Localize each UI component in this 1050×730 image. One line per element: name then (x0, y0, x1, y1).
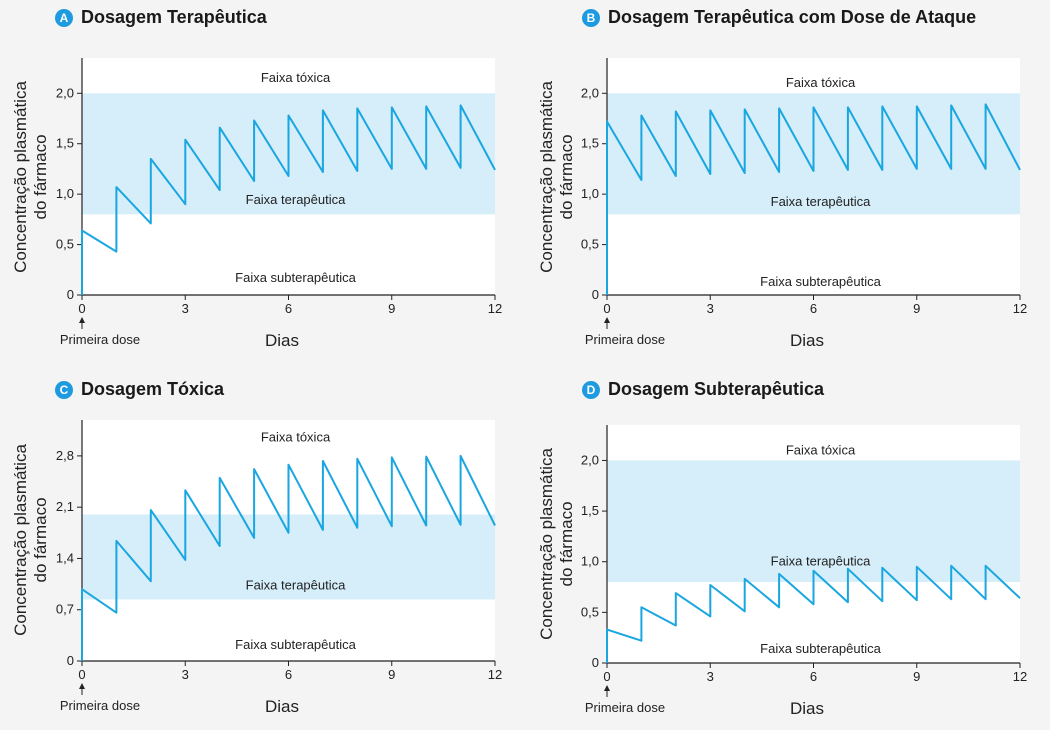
y-axis-label: Concentração plasmáticado fármaco (537, 81, 576, 273)
x-tick-label: 12 (1013, 301, 1027, 316)
y-tick-label: 1,0 (581, 554, 599, 569)
chart-panel-d: 0 0,5 1,0 1,5 2,0 0 3 6 9 12 Faixa tóxica Faixa ter… (537, 425, 1027, 718)
y-tick-label: 0 (67, 287, 74, 302)
y-tick-label: 1,5 (581, 136, 599, 151)
y-axis-label-line: do fármaco (31, 497, 50, 582)
badge-c: C (55, 380, 73, 399)
therapeutic-band (607, 460, 1020, 582)
x-tick-label: 3 (707, 301, 714, 316)
x-tick-label: 9 (913, 301, 920, 316)
first-dose-arrowhead (79, 683, 85, 689)
series-line (81, 454, 496, 661)
title-text-d: Dosagem Subterapêutica (608, 379, 825, 399)
x-tick-label: 6 (810, 301, 817, 316)
series-line (606, 564, 1021, 663)
series-line (81, 104, 496, 295)
band-label-subtherapeutic: Faixa subterapêutica (760, 641, 881, 656)
chart-panel-a: 0 0,5 1,0 1,5 2,0 0 3 6 9 12 Faixa tóxica Faixa ter… (11, 58, 502, 350)
title-text-c: Dosagem Tóxica (81, 379, 225, 399)
band-label-toxic: Faixa tóxica (786, 442, 856, 457)
band-label-toxic: Faixa tóxica (261, 430, 331, 445)
band-label-toxic: Faixa tóxica (261, 70, 331, 85)
first-dose-arrowhead (604, 317, 610, 323)
x-tick-label: 9 (913, 669, 920, 684)
title-text-a: Dosagem Terapêutica (81, 7, 267, 27)
band-label-therapeutic: Faixa terapêutica (246, 578, 346, 593)
y-tick-label: 1,4 (56, 550, 74, 565)
x-tick-label: 3 (182, 301, 189, 316)
band-label-therapeutic: Faixa terapêutica (246, 192, 346, 207)
x-tick-label: 9 (388, 301, 395, 316)
x-tick-label: 12 (488, 667, 502, 682)
x-axis-label: Dias (265, 331, 299, 350)
y-axis-label-line: Concentração plasmática (537, 81, 556, 273)
first-dose-arrowhead (604, 685, 610, 691)
y-axis-label: Concentração plasmáticado fármaco (11, 81, 50, 273)
y-tick-label: 2,0 (581, 85, 599, 100)
x-axis-label: Dias (265, 697, 299, 716)
first-dose-label: Primeira dose (585, 700, 665, 715)
x-axis-label: Dias (790, 331, 824, 350)
y-axis-label-line: Concentração plasmática (11, 444, 30, 636)
first-dose-label: Primeira dose (60, 698, 140, 713)
x-tick-label: 12 (488, 301, 502, 316)
x-tick-label: 0 (78, 667, 85, 682)
x-tick-label: 0 (603, 669, 610, 684)
chart-panel-c: 0 0,7 1,4 2,1 2,8 0 3 6 9 12 Faixa tóxica Faixa ter… (11, 420, 502, 716)
y-tick-label: 1,5 (581, 503, 599, 518)
chart-panel-b: 0 0,5 1,0 1,5 2,0 0 3 6 9 12 Faixa tóxica Faixa ter… (537, 58, 1027, 350)
badge-b: B (582, 8, 600, 27)
y-tick-label: 2,0 (56, 85, 74, 100)
x-tick-label: 9 (388, 667, 395, 682)
x-tick-label: 3 (182, 667, 189, 682)
band-label-subtherapeutic: Faixa subterapêutica (760, 274, 881, 289)
title-text-b: Dosagem Terapêutica com Dose de Ataque (608, 7, 977, 27)
band-label-therapeutic: Faixa terapêutica (771, 554, 871, 569)
x-tick-label: 6 (285, 667, 292, 682)
series-line (606, 103, 1021, 295)
y-tick-label: 0,5 (581, 604, 599, 619)
y-tick-label: 2,8 (56, 448, 74, 463)
title-panel-b: B Dosagem Terapêutica com Dose de Ataque (582, 7, 976, 28)
title-panel-a: A Dosagem Terapêutica (55, 7, 267, 28)
y-axis-label-line: do fármaco (557, 134, 576, 219)
first-dose-arrowhead (79, 317, 85, 323)
x-tick-label: 3 (707, 669, 714, 684)
x-tick-label: 6 (285, 301, 292, 316)
x-tick-label: 12 (1013, 669, 1027, 684)
y-tick-label: 0,5 (56, 237, 74, 252)
y-axis-label-line: Concentração plasmática (537, 448, 556, 640)
x-tick-label: 0 (603, 301, 610, 316)
y-tick-label: 1,5 (56, 136, 74, 151)
y-tick-label: 2,0 (581, 452, 599, 467)
x-axis-label: Dias (790, 699, 824, 718)
y-tick-label: 0,5 (581, 237, 599, 252)
band-label-toxic: Faixa tóxica (786, 75, 856, 90)
badge-d: D (582, 380, 600, 399)
y-tick-label: 2,1 (56, 499, 74, 514)
y-tick-label: 0 (592, 655, 599, 670)
y-axis-label-line: do fármaco (31, 134, 50, 219)
y-axis-label: Concentração plasmáticado fármaco (537, 448, 576, 640)
y-axis-label-line: Concentração plasmática (11, 81, 30, 273)
y-tick-label: 1,0 (581, 186, 599, 201)
first-dose-label: Primeira dose (60, 332, 140, 347)
y-tick-label: 0,7 (56, 602, 74, 617)
y-tick-label: 0 (592, 287, 599, 302)
first-dose-label: Primeira dose (585, 332, 665, 347)
band-label-subtherapeutic: Faixa subterapêutica (235, 270, 356, 285)
y-tick-label: 0 (67, 653, 74, 668)
title-panel-c: C Dosagem Tóxica (55, 379, 224, 400)
y-axis-label: Concentração plasmáticado fármaco (11, 444, 50, 636)
y-tick-label: 1,0 (56, 186, 74, 201)
title-panel-d: D Dosagem Subterapêutica (582, 379, 824, 400)
band-label-therapeutic: Faixa terapêutica (771, 194, 871, 209)
band-label-subtherapeutic: Faixa subterapêutica (235, 637, 356, 652)
y-axis-label-line: do fármaco (557, 501, 576, 586)
x-tick-label: 6 (810, 669, 817, 684)
x-tick-label: 0 (78, 301, 85, 316)
badge-a: A (55, 8, 73, 27)
